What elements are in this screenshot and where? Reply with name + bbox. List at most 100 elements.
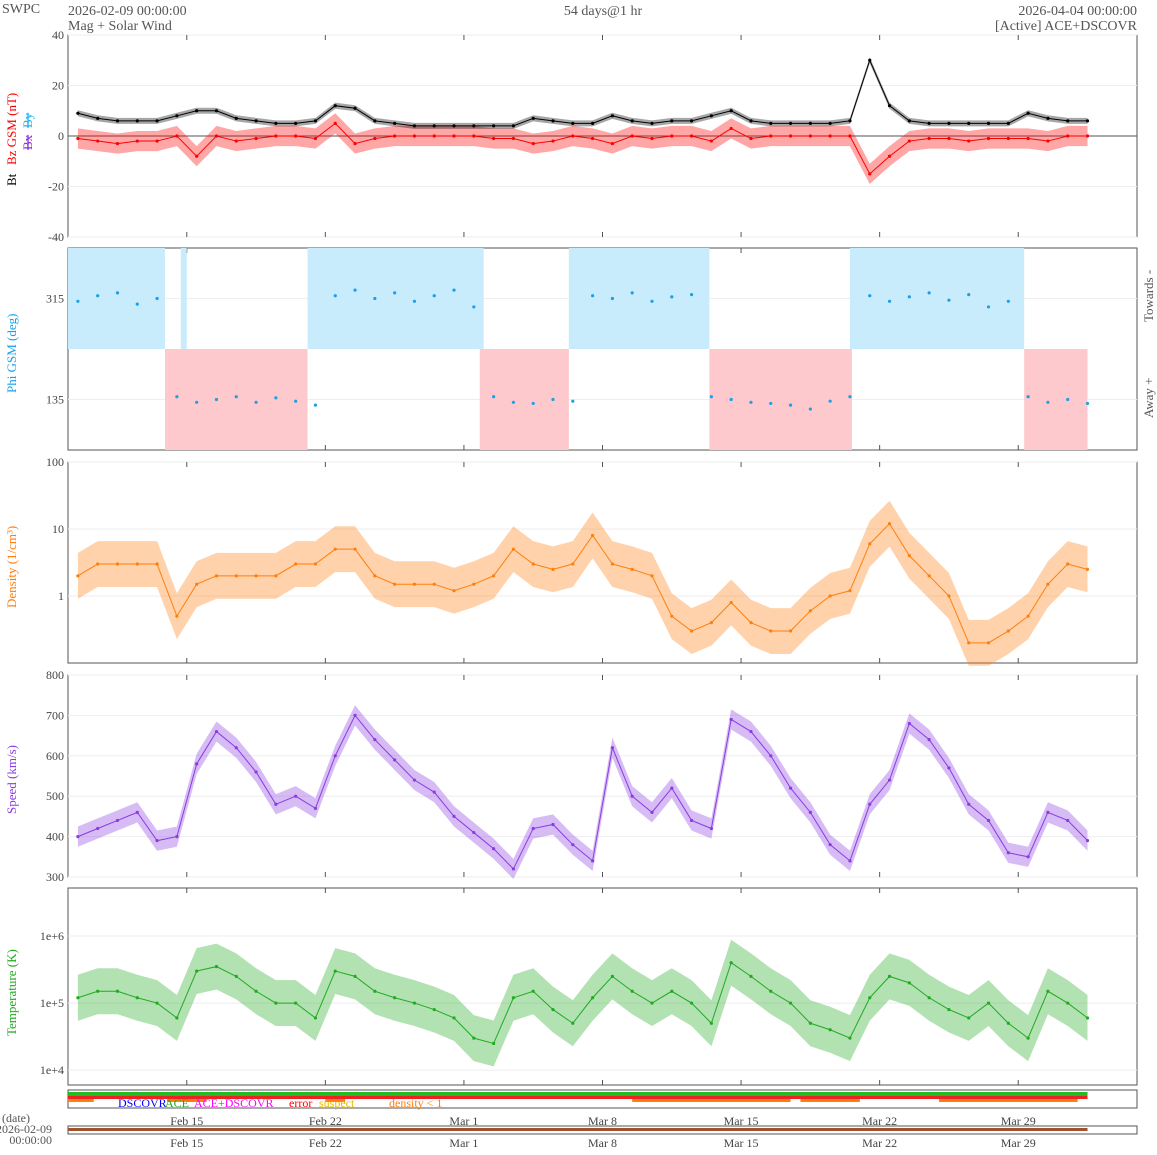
temp-point [76, 996, 80, 1000]
bt-point [709, 114, 713, 118]
temp-point [432, 1007, 436, 1012]
bt-point [1026, 111, 1030, 115]
bt-point [333, 104, 337, 108]
away-sector [479, 349, 569, 450]
xtick-label: Feb 15 [170, 1114, 203, 1128]
mag-panel-ytick-label: 40 [52, 28, 64, 42]
speed-label: Speed (km/s) [4, 745, 19, 814]
speed-point [234, 746, 238, 750]
temp-point [274, 1001, 278, 1005]
speed-point [115, 818, 120, 823]
speed-point [1026, 855, 1030, 859]
bt-point [927, 121, 931, 125]
subtitle: Mag + Solar Wind [68, 19, 172, 34]
phi-point [531, 401, 535, 406]
date-label: (date) [2, 1111, 30, 1125]
phi-point [452, 288, 456, 292]
bt-point [848, 119, 852, 123]
density-point [927, 574, 931, 578]
bz-point [135, 139, 139, 143]
date-xtick-label: Feb 22 [309, 1136, 342, 1150]
speed-point [1085, 839, 1090, 843]
bz-point [1006, 136, 1010, 141]
phi-point [630, 291, 634, 295]
temp-point [630, 989, 634, 993]
speed-point [828, 843, 832, 847]
bt-point [472, 124, 476, 128]
phi-point [788, 403, 793, 407]
temp-range-band [77, 939, 1088, 1067]
speed-panel-ytick-label: 600 [46, 749, 64, 763]
density-point [709, 621, 713, 625]
speed-point [868, 802, 872, 806]
speed-point [313, 806, 318, 810]
bt-point [115, 119, 120, 123]
bz-point [234, 139, 238, 143]
bt-point [511, 124, 516, 128]
phi-point [274, 396, 278, 400]
bz-point [947, 136, 951, 141]
bz-point [887, 154, 892, 158]
bz-point [254, 136, 258, 141]
phi-point [1066, 397, 1070, 402]
speed-panel-ytick-label: 700 [46, 708, 64, 722]
phi-point [214, 397, 219, 402]
by-label: By [20, 112, 35, 128]
density-range-band [77, 500, 1088, 666]
temp-panel-ytick-label: 1e+4 [40, 1063, 64, 1077]
speed-point [175, 835, 179, 839]
phi-point [927, 291, 931, 295]
bz-point [610, 141, 614, 146]
density-point [947, 594, 951, 598]
date-xtick-label: Mar 29 [1001, 1136, 1036, 1150]
date-xtick-label: Mar 22 [862, 1136, 897, 1150]
temp-point [1066, 1001, 1070, 1005]
towards-sector [307, 248, 484, 349]
bt-point [729, 109, 733, 113]
speed-point [1066, 818, 1070, 823]
speed-point [591, 859, 595, 863]
density-point [788, 629, 793, 633]
temp-point [175, 1016, 179, 1020]
density-panel-frame [67, 461, 1138, 664]
bt-point [96, 116, 100, 120]
speed-point [472, 830, 476, 835]
date-xtick-label: Mar 15 [724, 1136, 759, 1150]
bz-point [511, 136, 516, 141]
bt-point [808, 121, 812, 125]
temp-line [77, 961, 1088, 1045]
density-point [848, 589, 852, 593]
bx-label: Bx [20, 134, 35, 150]
bt-point [214, 109, 219, 113]
density-point [1026, 614, 1030, 618]
bt-point [234, 116, 238, 120]
density-point [492, 574, 496, 578]
bz-point [373, 136, 377, 141]
bt-point [274, 121, 278, 125]
density-point [907, 554, 911, 558]
mag-panel-ytick-label: 20 [52, 79, 64, 93]
bz-point [452, 134, 456, 138]
temp-point [868, 996, 872, 1000]
status-ace-bar [68, 1092, 1088, 1096]
bz-point [76, 136, 80, 141]
temp-point [729, 961, 733, 965]
temp-point [709, 1021, 713, 1025]
phi-point [729, 397, 733, 402]
speed-point [195, 762, 199, 766]
temp-panel-ytick-label: 1e+5 [40, 996, 64, 1010]
phi-point [571, 399, 575, 403]
density-point [214, 574, 219, 578]
towards-sector [180, 248, 187, 349]
speed-point [432, 790, 436, 794]
speed-point [155, 839, 159, 843]
density-point [274, 574, 278, 578]
density-point [96, 562, 100, 566]
density-point [630, 567, 634, 571]
density-point [155, 562, 159, 566]
legend-ace: ACE [165, 1096, 189, 1110]
temp-panel-ytick-label: 1e+6 [40, 929, 64, 943]
density-panel-ytick-label: 1 [58, 589, 64, 603]
density-label: Density (1/cm³) [4, 526, 19, 608]
xtick-label: Mar 8 [588, 1114, 617, 1128]
